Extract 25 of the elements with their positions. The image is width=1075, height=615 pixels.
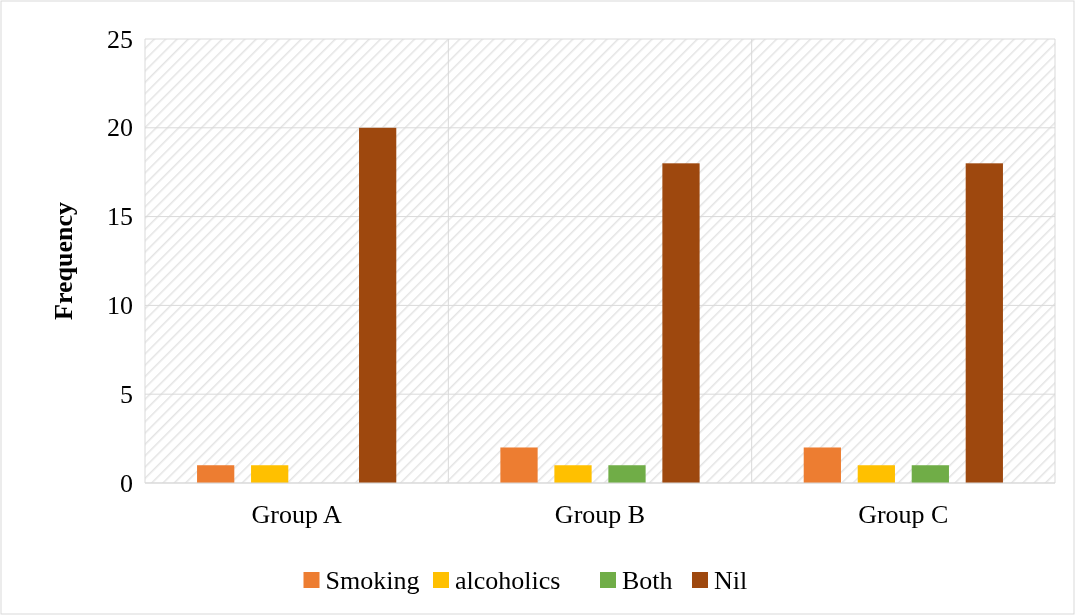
x-tick-label: Group A <box>251 500 343 529</box>
y-tick-label: 5 <box>120 379 133 409</box>
bar <box>803 447 841 483</box>
y-tick-label: 15 <box>107 202 133 232</box>
y-tick-label: 20 <box>107 113 133 143</box>
bar <box>554 465 592 483</box>
bar <box>251 465 289 483</box>
bar <box>857 465 895 483</box>
legend-label: Nil <box>714 565 748 595</box>
bar <box>911 465 949 483</box>
legend-label: alcoholics <box>455 565 561 595</box>
legend-label: Smoking <box>325 565 420 595</box>
bar <box>662 163 700 483</box>
y-axis-title: Frequency <box>49 202 78 320</box>
bar <box>965 163 1003 483</box>
bar <box>197 465 235 483</box>
bar <box>608 465 646 483</box>
x-tick-label: Group C <box>858 500 949 529</box>
y-tick-label: 25 <box>107 24 133 54</box>
y-tick-label: 10 <box>107 290 133 320</box>
legend-label: Both <box>622 565 673 595</box>
bar <box>359 127 397 483</box>
y-tick-label: 0 <box>120 468 133 498</box>
x-tick-label: Group B <box>554 500 646 529</box>
bar <box>500 447 538 483</box>
